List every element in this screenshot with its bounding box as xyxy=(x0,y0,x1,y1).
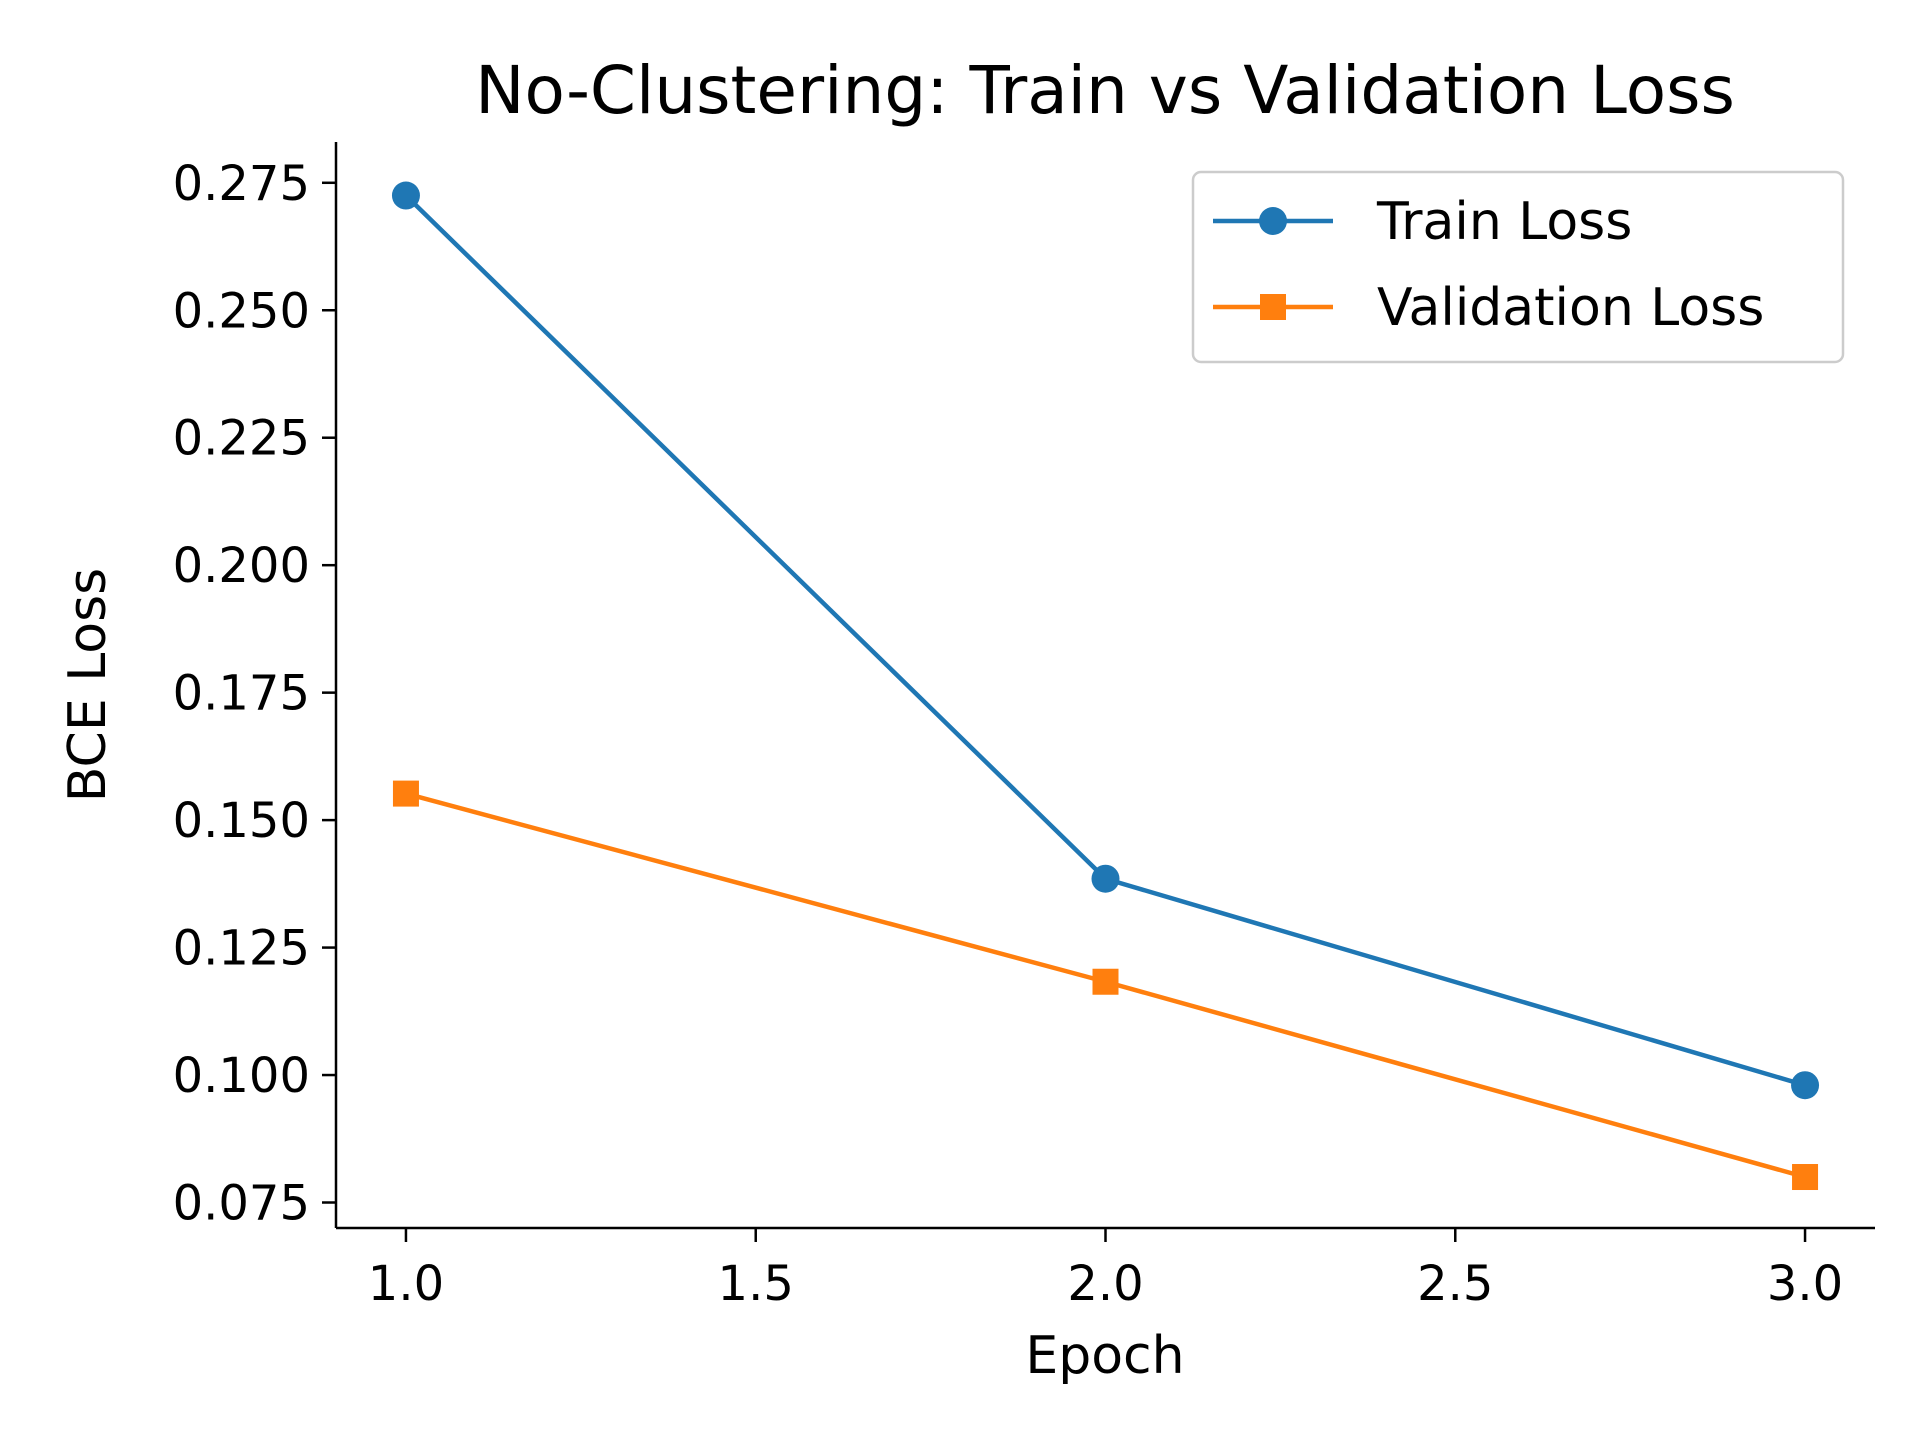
legend-marker xyxy=(1260,294,1286,320)
x-tick-label: 1.0 xyxy=(368,1256,444,1312)
plot-area xyxy=(391,181,1820,1191)
y-axis-label: BCE Loss xyxy=(58,568,118,803)
x-axis-label: Epoch xyxy=(1025,1326,1184,1386)
legend-marker xyxy=(1259,207,1287,235)
y-tick-label: 0.225 xyxy=(173,411,310,467)
data-point xyxy=(1091,864,1120,893)
y-tick-label: 0.150 xyxy=(173,793,310,849)
y-tick-label: 0.100 xyxy=(173,1048,310,1104)
x-ticks: 1.0 1.5 2.0 2.5 3.0 xyxy=(368,1228,1843,1312)
y-tick-label: 0.075 xyxy=(173,1176,310,1232)
legend-box xyxy=(1191,170,1845,364)
data-point xyxy=(1792,1164,1819,1191)
series-train-loss xyxy=(391,181,1820,1100)
y-tick-label: 0.175 xyxy=(173,666,310,722)
legend-item: Train Loss xyxy=(1213,192,1632,252)
y-tick-label: 0.125 xyxy=(173,921,310,977)
chart-title: No-Clustering: Train vs Validation Loss xyxy=(475,52,1735,129)
y-ticks: 0.075 0.100 0.125 0.150 0.175 0.200 0.225 0.250… xyxy=(173,156,336,1232)
data-point xyxy=(1092,968,1119,995)
legend-label: Validation Loss xyxy=(1377,278,1764,338)
data-point xyxy=(391,181,420,210)
y-tick-label: 0.275 xyxy=(173,156,310,212)
y-tick-label: 0.250 xyxy=(173,283,310,339)
data-point xyxy=(392,780,419,807)
legend-label: Train Loss xyxy=(1376,192,1632,252)
x-tick-label: 2.0 xyxy=(1067,1256,1143,1312)
x-tick-label: 2.5 xyxy=(1417,1256,1493,1312)
data-point xyxy=(1791,1071,1820,1100)
legend: Train Loss Validation Loss xyxy=(1191,170,1845,364)
y-tick-label: 0.200 xyxy=(173,538,310,594)
series-validation-loss xyxy=(392,780,1819,1191)
legend-item: Validation Loss xyxy=(1213,278,1764,338)
x-tick-label: 3.0 xyxy=(1767,1256,1843,1312)
x-tick-label: 1.5 xyxy=(718,1256,794,1312)
